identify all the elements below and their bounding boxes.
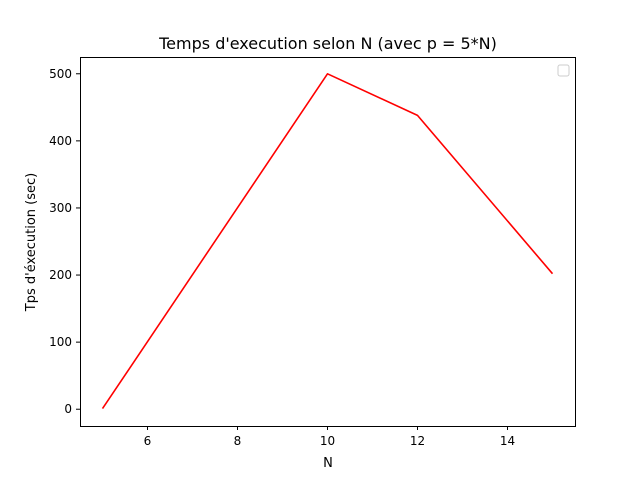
legend-box xyxy=(557,64,570,77)
y-tick-label: 500 xyxy=(49,67,72,81)
y-axis: 0 100 200 300 400 500 xyxy=(49,67,80,416)
y-axis-label: Tps d'éxecution (sec) xyxy=(24,173,39,312)
x-axis: 6 8 10 12 14 xyxy=(144,426,515,448)
y-tick-label: 0 xyxy=(64,402,72,416)
x-tick-label: 10 xyxy=(320,434,335,448)
x-tick-label: 6 xyxy=(144,434,152,448)
y-tick-label: 200 xyxy=(49,268,72,282)
y-tick-label: 300 xyxy=(49,201,72,215)
plot-area xyxy=(101,73,554,410)
x-axis-label: N xyxy=(323,456,333,471)
y-tick-label: 100 xyxy=(49,335,72,349)
x-tick-label: 14 xyxy=(500,434,515,448)
x-tick-label: 12 xyxy=(410,434,425,448)
plot-frame xyxy=(80,57,576,427)
series-line xyxy=(101,73,554,410)
y-tick-label: 400 xyxy=(49,134,72,148)
x-tick-label: 8 xyxy=(234,434,242,448)
chart-title: Temps d'execution selon N (avec p = 5*N) xyxy=(158,34,497,53)
